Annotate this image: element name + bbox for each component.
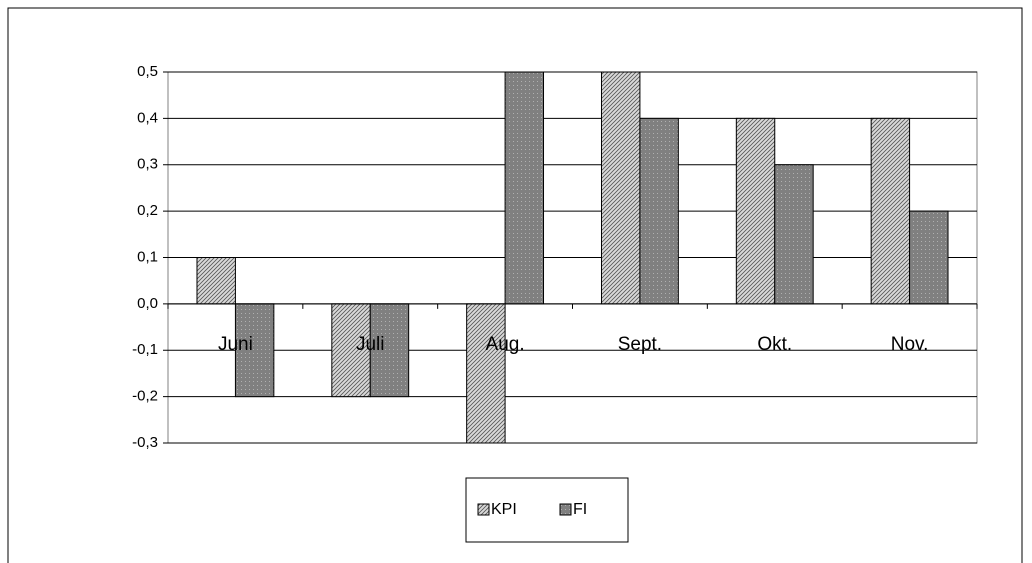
y-tick-label: 0,4 xyxy=(137,109,158,126)
legend-swatch xyxy=(559,503,572,516)
legend-swatch xyxy=(477,503,490,516)
legend: KPI FI xyxy=(465,477,629,543)
bar xyxy=(331,303,371,398)
chart-frame xyxy=(7,7,1023,563)
bar xyxy=(504,71,545,305)
y-tick-label: 0,1 xyxy=(137,248,158,265)
x-tick-label: Juni xyxy=(218,334,253,355)
bar xyxy=(909,210,949,305)
bar xyxy=(774,164,814,305)
y-tick-label: 0,0 xyxy=(137,295,158,312)
legend-label: FI xyxy=(573,501,587,518)
y-tick-label: -0,1 xyxy=(132,341,158,358)
x-tick-label: Nov. xyxy=(891,334,929,355)
x-tick-label: Aug. xyxy=(486,334,525,355)
y-tick-label: -0,2 xyxy=(132,388,158,405)
bar xyxy=(196,257,236,305)
bar xyxy=(870,117,911,305)
y-tick-label: 0,3 xyxy=(137,156,158,173)
bar xyxy=(639,117,679,305)
x-tick-label: Juli xyxy=(356,334,385,355)
x-tick-label: Sept. xyxy=(618,334,662,355)
x-tick-label: Okt. xyxy=(757,334,792,355)
bar xyxy=(600,71,641,305)
bar xyxy=(234,303,275,398)
y-tick-label: 0,2 xyxy=(137,202,158,219)
y-tick-label: 0,5 xyxy=(137,63,158,80)
bar xyxy=(735,117,776,305)
bar xyxy=(369,303,410,398)
y-tick-label: -0,3 xyxy=(132,434,158,451)
bar xyxy=(466,303,506,444)
legend-label: KPI xyxy=(491,501,517,518)
legend-box xyxy=(465,477,629,543)
